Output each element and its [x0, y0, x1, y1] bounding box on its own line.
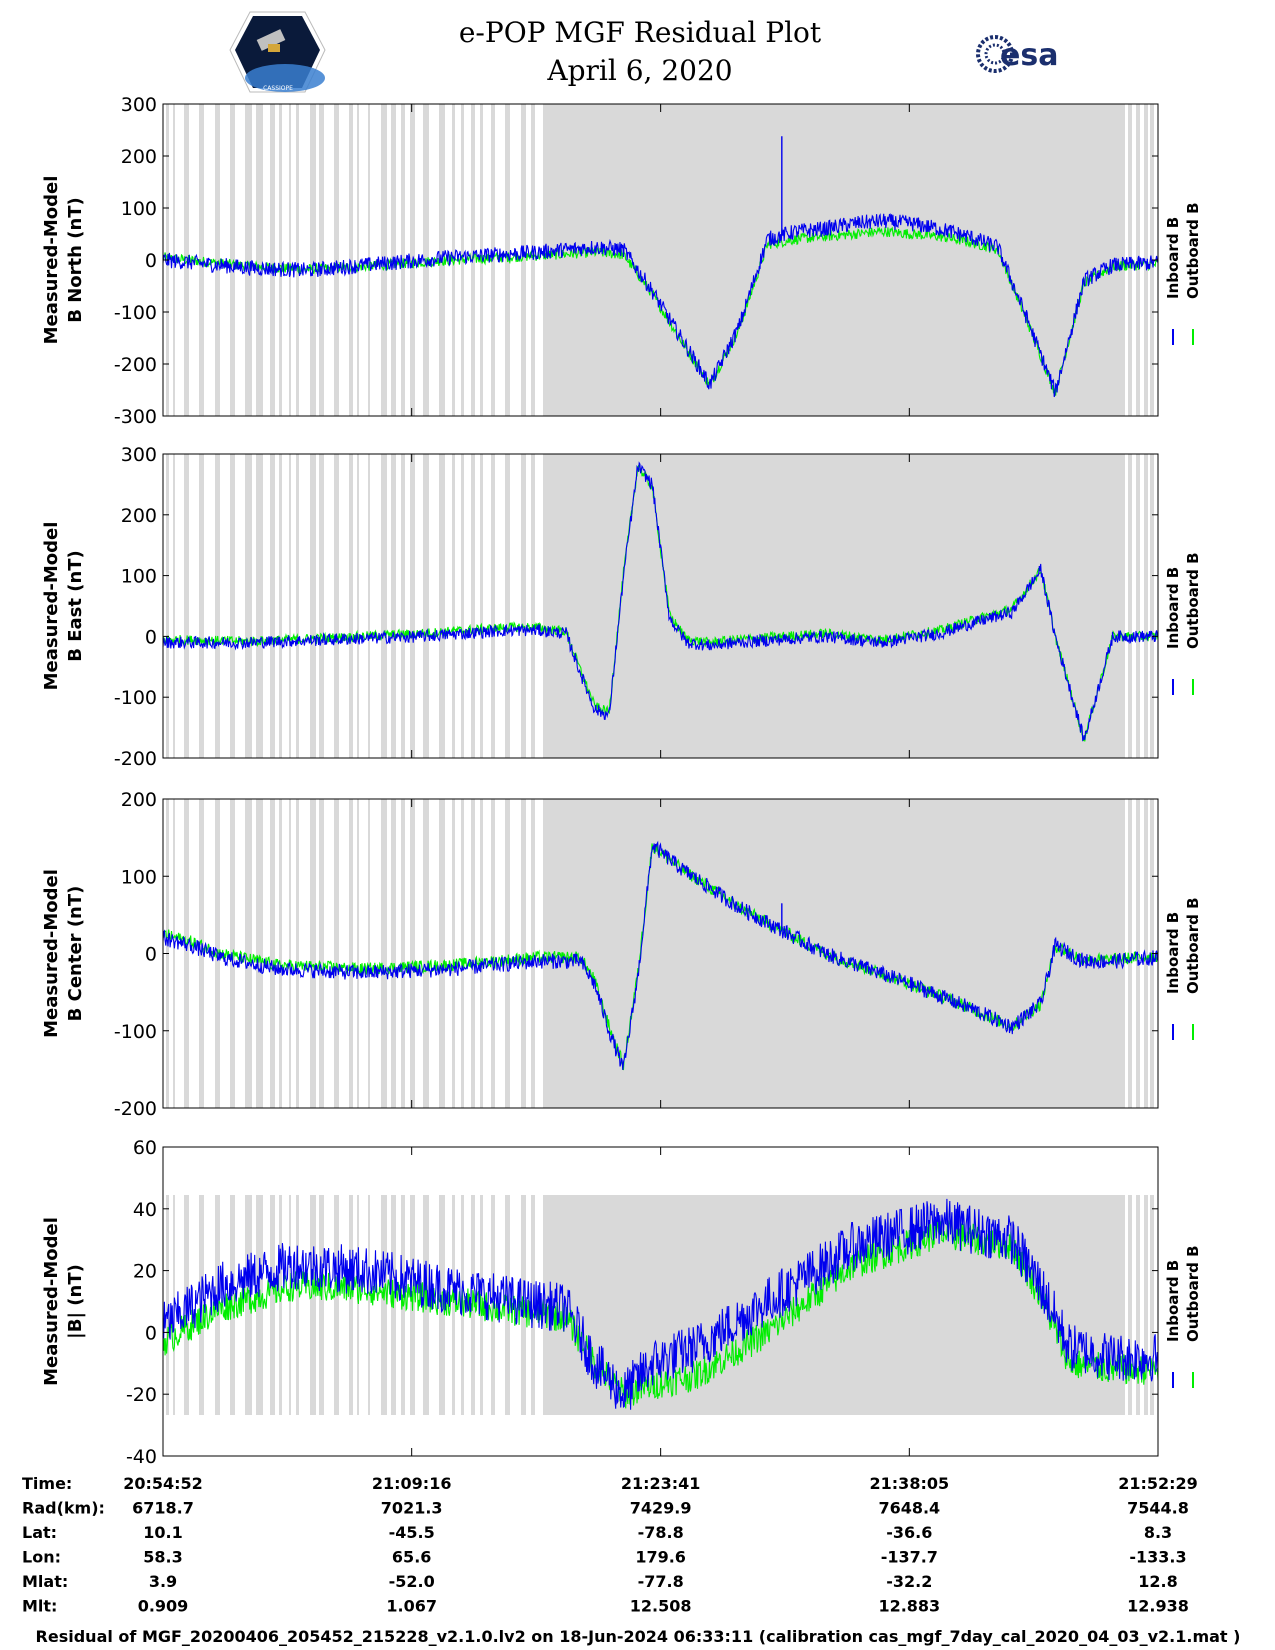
panel-2: 300 200 100 0 -100 -200 Measured-Model B East (… — [41, 444, 1202, 770]
ephemeris-value: 7429.9 — [630, 1499, 692, 1518]
y-tick-label: 200 — [121, 146, 157, 168]
y-tick-label: 0 — [145, 626, 157, 648]
svg-text:CASSIOPE: CASSIOPE — [263, 85, 293, 92]
data-gap-shading — [166, 104, 1154, 416]
ephemeris-value: 58.3 — [143, 1548, 182, 1567]
ephemeris-value: 65.6 — [392, 1548, 431, 1567]
ephemeris-table: Time: 20:54:52 21:09:16 21:23:41 21:38:05 21:… — [22, 1474, 1198, 1616]
panel-3: 200 100 0 -100 -200 Measured-Model B Center (n… — [41, 789, 1202, 1120]
ephemeris-value: 179.6 — [635, 1548, 686, 1567]
y-tick-label: 100 — [121, 198, 157, 220]
ephemeris-value: -36.6 — [886, 1523, 932, 1542]
ephemeris-row-label: Time: — [22, 1474, 72, 1493]
plot-date: April 6, 2020 — [546, 54, 732, 87]
series-line-outboard — [162, 843, 1159, 1071]
ephemeris-value: 21:52:29 — [1118, 1474, 1198, 1493]
series-line-outboard — [162, 1219, 1159, 1409]
ephemeris-value: -78.8 — [638, 1523, 684, 1542]
left-mission-logo: CASSIOPE — [229, 11, 326, 93]
ephemeris-value: 7648.4 — [878, 1499, 940, 1518]
ephemeris-value: 21:09:16 — [372, 1474, 452, 1493]
y-tick-label: -200 — [114, 1098, 157, 1120]
esa-logo: esa — [976, 35, 1058, 73]
y-tick-label: 20 — [133, 1261, 157, 1283]
y-tick-label: -200 — [114, 354, 157, 376]
data-gap-shading — [166, 1195, 1154, 1415]
ephemeris-row-label: Rad(km): — [22, 1499, 105, 1518]
ephemeris-value: 12.8 — [1138, 1572, 1177, 1591]
y-tick-label: -40 — [126, 1446, 157, 1468]
y-tick-label: 200 — [121, 505, 157, 527]
ephemeris-value: -77.8 — [638, 1572, 684, 1591]
panel-4: 60 40 20 0 -20 -40 Measured-Model |B| (nT) Inboa… — [41, 1137, 1202, 1468]
y-tick-label: 100 — [121, 566, 157, 588]
series-line-inboard — [162, 213, 1159, 398]
ephemeris-value: 8.3 — [1144, 1523, 1172, 1542]
data-gap-shading — [166, 454, 1154, 758]
ephemeris-value: 7544.8 — [1127, 1499, 1189, 1518]
y-tick-label: 200 — [121, 789, 157, 811]
y-tick-label: -100 — [114, 302, 157, 324]
legend: Inboard B Outboard B — [1164, 1245, 1202, 1388]
y-tick-label: -20 — [126, 1384, 157, 1406]
legend-inboard-label: Inboard B — [1164, 567, 1182, 649]
y-tick-label: 0 — [145, 1322, 157, 1344]
ephemeris-row-label: Mlt: — [22, 1597, 57, 1616]
legend-inboard-label: Inboard B — [1164, 217, 1182, 299]
y-tick-label: 40 — [133, 1199, 157, 1221]
y-tick-label: 60 — [133, 1137, 157, 1159]
ephemeris-value: 6718.7 — [132, 1499, 194, 1518]
y-tick-label: 300 — [121, 444, 157, 466]
ephemeris-value: 10.1 — [143, 1523, 182, 1542]
ephemeris-value: 12.938 — [1127, 1597, 1189, 1616]
legend-outboard-label: Outboard B — [1184, 1245, 1202, 1342]
series-line-inboard — [162, 840, 1159, 1070]
y-tick-label: 0 — [145, 250, 157, 272]
y-axis-label: Measured-Model B North (nT) — [41, 176, 86, 345]
ephemeris-value: 20:54:52 — [123, 1474, 203, 1493]
ephemeris-value: 1.067 — [386, 1597, 437, 1616]
ephemeris-row-label: Mlat: — [22, 1572, 68, 1591]
legend-inboard-label: Inboard B — [1164, 1260, 1182, 1342]
ephemeris-value: -133.3 — [1129, 1548, 1186, 1567]
y-tick-label: -100 — [114, 687, 157, 709]
footer-caption: Residual of MGF_20200406_205452_215228_v… — [36, 1627, 1241, 1646]
ephemeris-value: -137.7 — [881, 1548, 938, 1567]
series-line-inboard — [162, 461, 1159, 742]
series-line-inboard — [162, 1198, 1159, 1410]
ephemeris-value: -52.0 — [389, 1572, 435, 1591]
ephemeris-value: 3.9 — [149, 1572, 177, 1591]
svg-text:esa: esa — [1000, 38, 1058, 73]
y-tick-label: -200 — [114, 748, 157, 770]
ephemeris-value: 12.508 — [630, 1597, 692, 1616]
ephemeris-value: 12.883 — [878, 1597, 940, 1616]
y-tick-label: -100 — [114, 1021, 157, 1043]
ephemeris-value: 21:23:41 — [621, 1474, 701, 1493]
y-tick-label: 100 — [121, 866, 157, 888]
legend-inboard-label: Inboard B — [1164, 912, 1182, 994]
y-tick-label: -300 — [114, 406, 157, 428]
legend: Inboard B Outboard B — [1164, 552, 1202, 695]
ephemeris-row-label: Lon: — [22, 1548, 61, 1567]
ephemeris-value: -45.5 — [389, 1523, 435, 1542]
y-tick-label: 0 — [145, 944, 157, 966]
ephemeris-value: 7021.3 — [381, 1499, 443, 1518]
ephemeris-value: -32.2 — [886, 1572, 932, 1591]
legend-outboard-label: Outboard B — [1184, 552, 1202, 649]
y-tick-label: 300 — [121, 94, 157, 116]
y-axis-label: Measured-Model |B| (nT) — [41, 1217, 86, 1386]
legend-outboard-label: Outboard B — [1184, 202, 1202, 299]
panel-1: 300 200 100 0 -100 -200 -300 Measured-Model B No… — [41, 94, 1202, 428]
plot-title: e-POP MGF Residual Plot — [459, 16, 822, 49]
ephemeris-row-label: Lat: — [22, 1523, 57, 1542]
legend: Inboard B Outboard B — [1164, 202, 1202, 345]
ephemeris-value: 0.909 — [138, 1597, 189, 1616]
legend-outboard-label: Outboard B — [1184, 897, 1202, 994]
ephemeris-value: 21:38:05 — [870, 1474, 950, 1493]
y-axis-label: Measured-Model B East (nT) — [41, 522, 86, 691]
legend: Inboard B Outboard B — [1164, 897, 1202, 1040]
y-axis-label: Measured-Model B Center (nT) — [41, 869, 86, 1038]
